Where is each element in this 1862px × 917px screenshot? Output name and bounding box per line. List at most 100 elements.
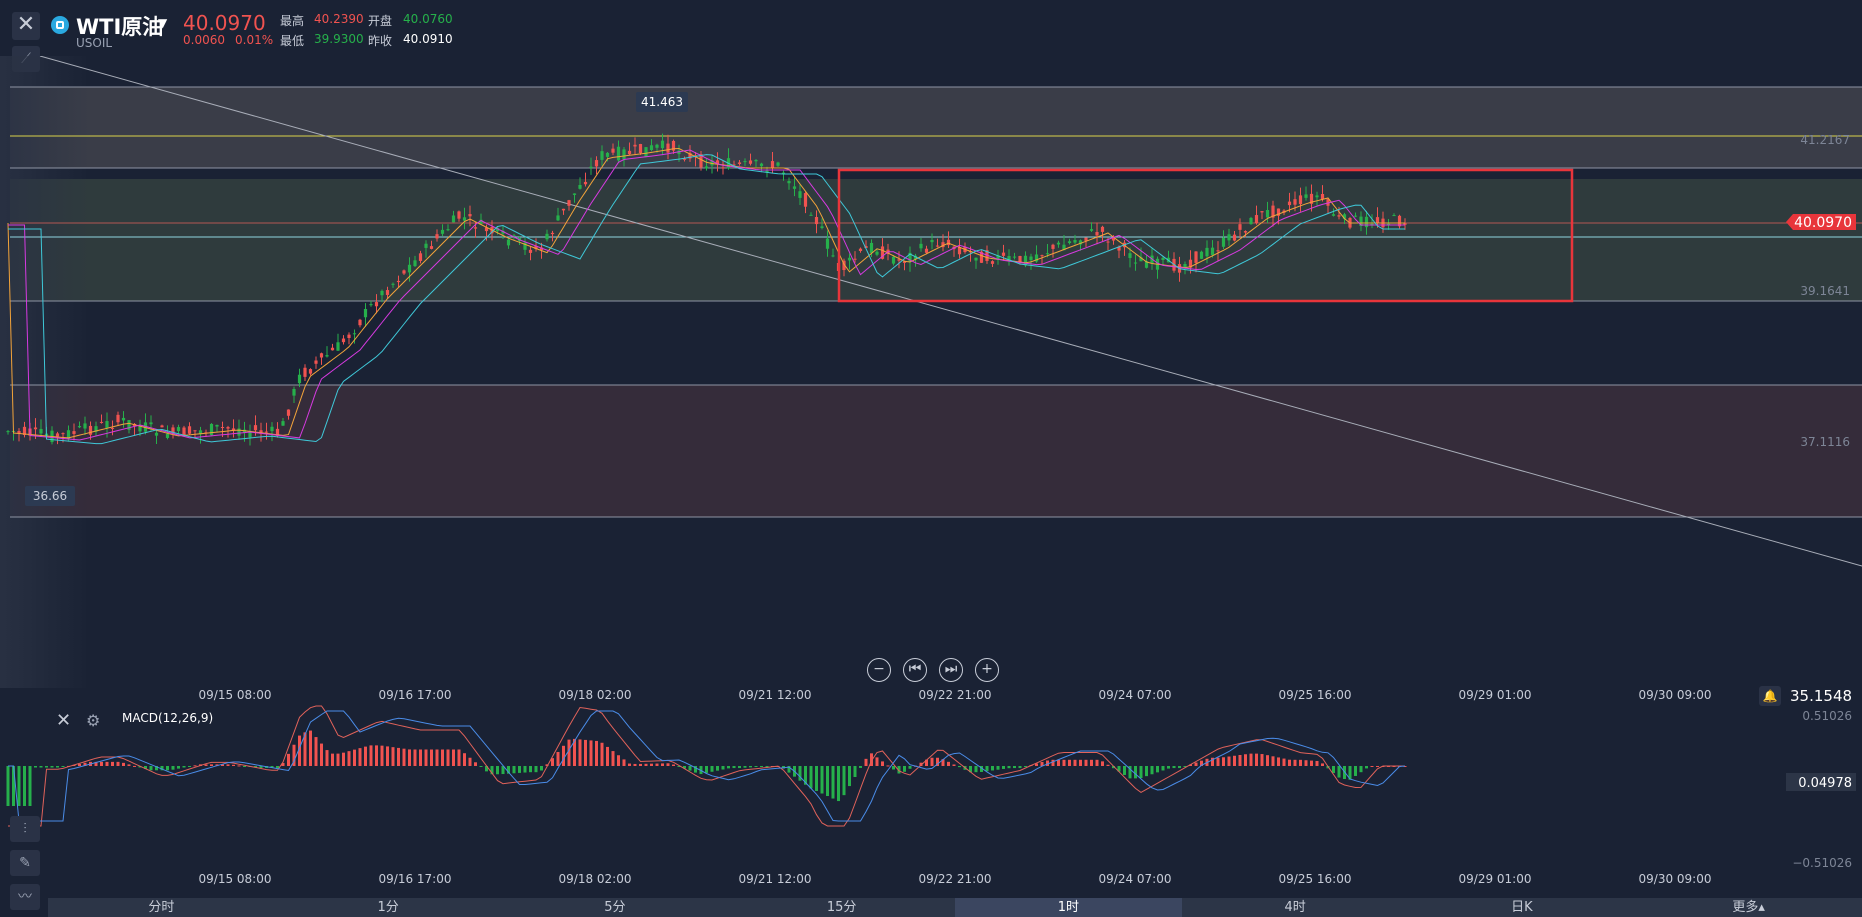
candle-body [149,422,153,425]
macd-bar [694,766,697,773]
macd-bar [804,766,807,785]
skip-forward-icon[interactable]: ⏭ [939,658,963,682]
macd-bar [325,750,329,766]
candle-body [1106,241,1110,243]
candle-body [1040,255,1044,257]
macd-bar [903,766,906,772]
candle-body [1392,215,1396,217]
candle-body [545,233,549,240]
candle-body [924,248,929,253]
candle-body [418,253,423,261]
tab-timeshare[interactable]: 分时 [148,900,175,915]
time-label: 09/22 21:00 [918,688,992,702]
macd-bar [727,766,730,769]
macd-bar [193,765,197,767]
range-box[interactable] [837,168,1574,303]
macd-bar [479,766,483,767]
candle-body [754,159,758,162]
macd-bar [358,748,362,766]
tab-1min[interactable]: 1分 [377,900,399,915]
candle-body [424,243,428,248]
indicator-icon[interactable]: ⫶ [10,816,40,842]
macd-bar [1304,760,1308,766]
candle-body [803,193,808,207]
tab-5min[interactable]: 5分 [604,900,626,915]
candle-body [820,226,824,228]
macd-bar [149,766,153,771]
macd-bar [1101,761,1104,766]
macd-bar [688,766,692,771]
macd-bar [710,766,714,772]
time-label: 09/21 12:00 [738,872,812,886]
low-label: 最低 [280,34,305,48]
macd-bar [523,766,527,773]
candle-body [1045,253,1050,255]
candle-body [908,252,912,263]
zoom-out-icon[interactable]: − [867,658,891,682]
candle-body [1205,247,1209,257]
zoom-in-icon[interactable]: + [975,658,999,682]
candle-body [429,246,434,249]
close-icon[interactable]: ✕ [12,12,40,40]
time-label: 09/30 09:00 [1638,688,1712,702]
macd-bar [1321,763,1324,766]
candle-body [1304,194,1308,198]
macd-bar [259,766,263,768]
last-price: 40.0970 [183,11,266,35]
tab-1hour[interactable]: 1时 [955,898,1182,917]
candle-body [556,215,560,221]
line-chart-icon[interactable]: 〰 [10,884,40,910]
candle-body [264,431,269,433]
macd-bar [435,749,439,766]
macd-bar [463,753,466,766]
macd-bar [628,763,631,766]
candle-body [1095,232,1099,236]
candle-body [336,342,340,351]
candle-body [600,151,604,160]
candle-body [275,428,280,436]
macd-bar [842,766,846,796]
pencil-icon[interactable]: ✎ [10,850,40,876]
candle-body [380,290,384,296]
tab-15min[interactable]: 15分 [826,900,857,915]
candlestick-chart[interactable]: 41.2167 39.1641 37.1116 40.0970 41.463 3… [0,56,1862,688]
candle-body [352,333,357,335]
close-icon[interactable]: ✕ [56,710,72,731]
macd-bar [1040,762,1044,766]
time-label: 09/15 08:00 [198,688,272,702]
candle-body [154,432,159,436]
macd-bar [749,766,752,768]
macd-chart[interactable]: 0.51026 0.04978 −0.51026 [0,700,1862,872]
candle-body [314,360,318,364]
candle-body [347,334,351,339]
time-label: 09/24 07:00 [1098,688,1172,702]
macd-bar [6,766,10,806]
macd-bar [633,763,637,766]
bell-icon[interactable]: 🔔 [1759,686,1781,706]
tab-more[interactable]: 更多▴ [1732,900,1765,915]
macd-bar [908,766,912,769]
candle-body [99,421,104,423]
tab-daily[interactable]: 日K [1511,900,1533,915]
macd-bar [1145,766,1148,777]
candle-body [649,145,654,151]
macd-bar [375,745,378,766]
time-label: 09/21 12:00 [738,688,812,702]
macd-bar [1183,766,1187,767]
symbol-name[interactable]: WTI原油 [76,15,164,39]
candle-body [781,172,786,174]
candle-body [17,431,21,434]
macd-bar [1172,766,1176,769]
gear-icon[interactable]: ⚙ [86,711,101,730]
high-marker-bg [636,92,688,112]
tab-4hour[interactable]: 4时 [1284,900,1306,915]
candle-body [611,148,615,153]
candle-body [567,200,571,206]
macd-bar [122,762,125,766]
macd-bar [430,749,433,766]
chevron-down-icon[interactable]: ▼ [158,16,168,30]
side-toolbar: ⫶ ✎ 〰 [10,816,42,917]
macd-bar [798,766,802,781]
skip-back-icon[interactable]: ⏮ [903,658,927,682]
trend-line[interactable] [39,56,1862,567]
